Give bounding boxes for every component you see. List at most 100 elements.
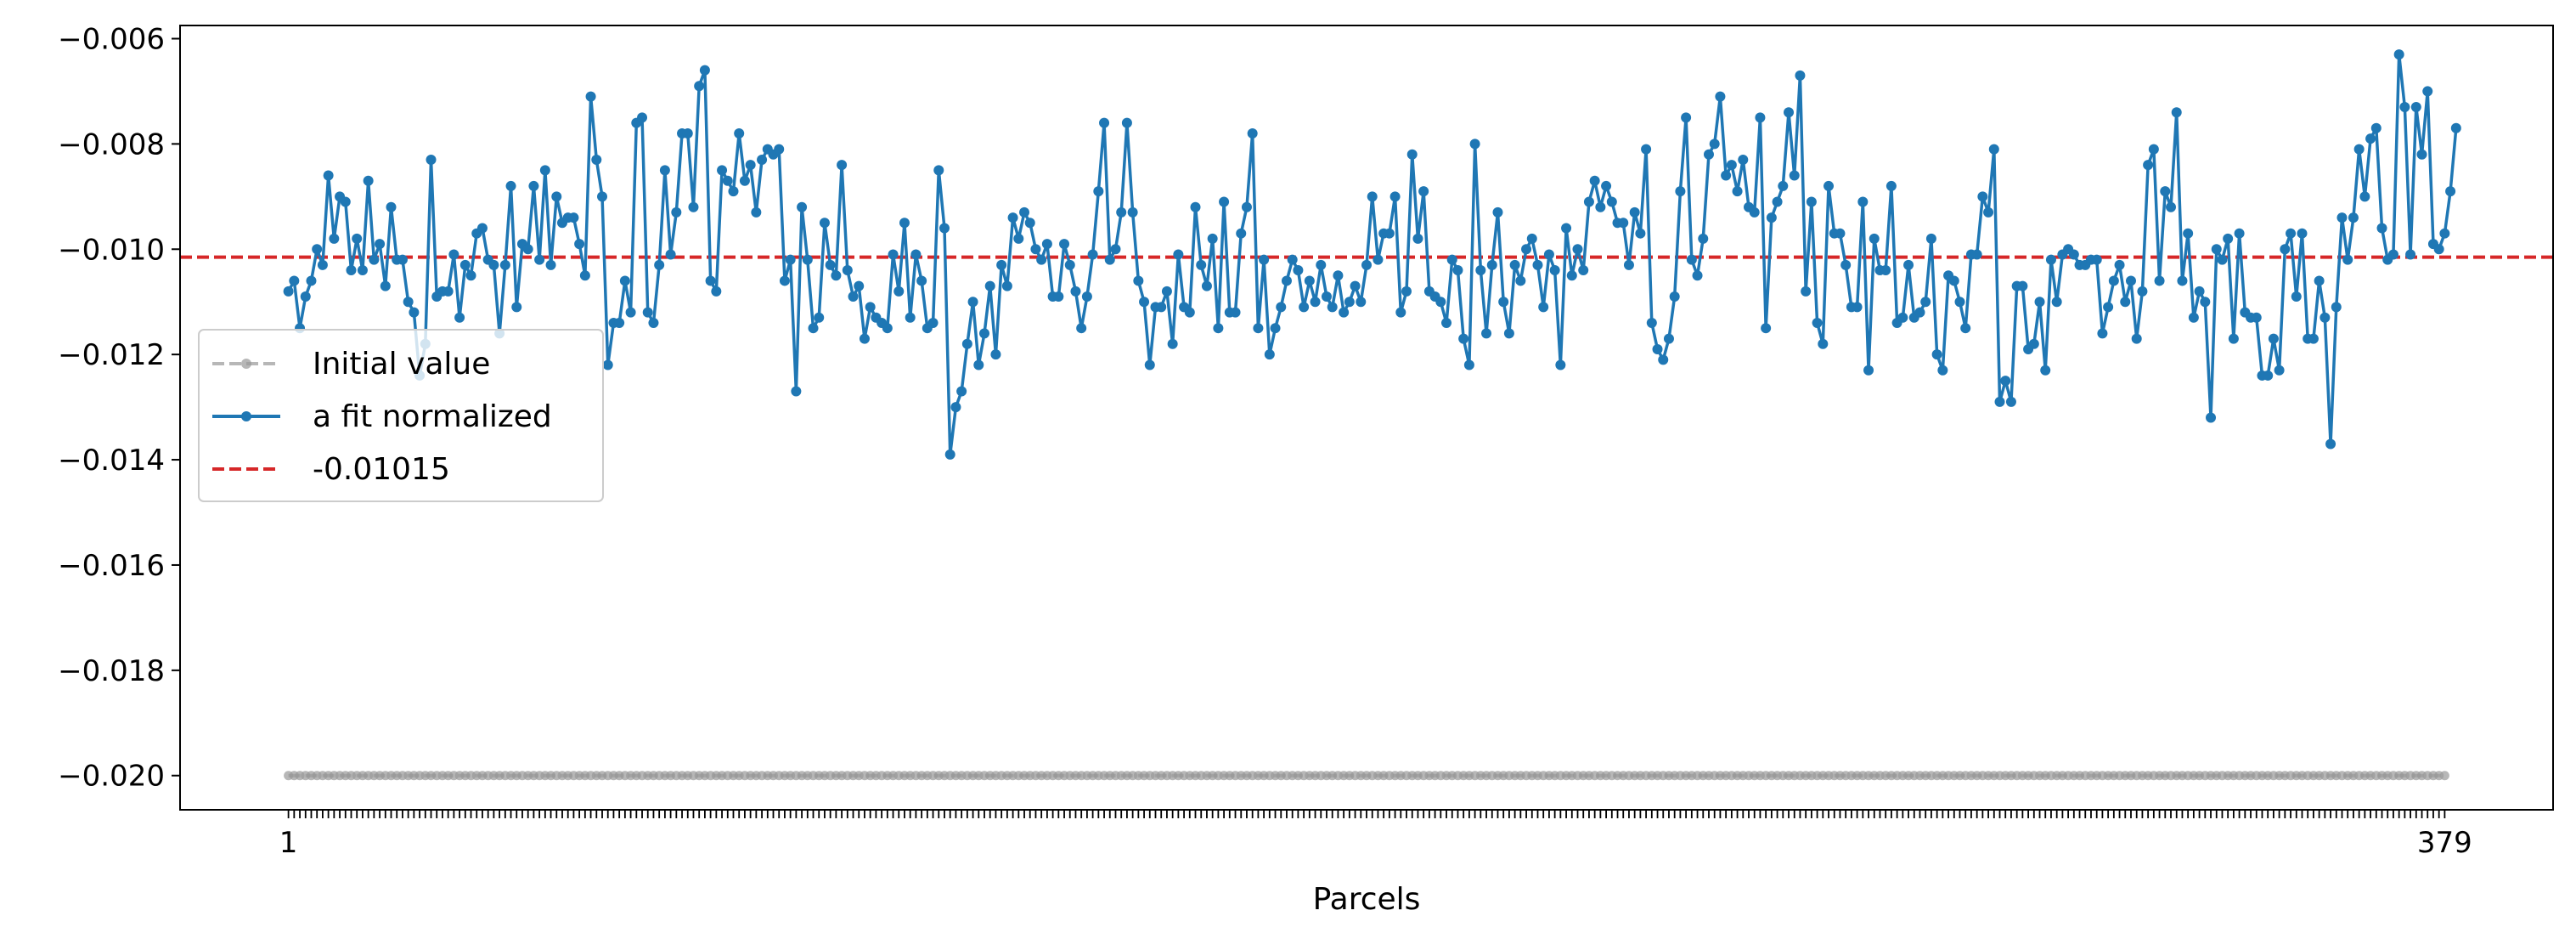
a-fit-normalized-point — [1344, 297, 1355, 308]
a-fit-normalized-point — [882, 323, 893, 334]
a-fit-normalized-point — [1406, 149, 1418, 160]
a-fit-normalized-point — [1161, 286, 1172, 297]
a-fit-normalized-point — [1925, 233, 1936, 244]
a-fit-normalized-point — [910, 249, 922, 260]
a-fit-normalized-point — [1110, 244, 1121, 255]
y-tick-label: −0.016 — [58, 549, 165, 583]
a-fit-normalized-point — [1264, 349, 1275, 360]
a-fit-normalized-point — [1669, 291, 1680, 303]
a-fit-normalized-point — [2263, 370, 2274, 381]
a-fit-normalized-point — [1515, 275, 1526, 286]
a-fit-normalized-point — [2120, 297, 2131, 308]
a-fit-normalized-point — [1041, 239, 1052, 250]
a-fit-normalized-point — [654, 259, 665, 270]
a-fit-normalized-point — [397, 254, 408, 265]
a-fit-normalized-point — [2177, 275, 2188, 286]
legend: Initial value a fit normalized -0.01015 — [198, 329, 604, 502]
legend-entry-a-fit-normalized: a fit normalized — [212, 399, 552, 434]
a-fit-normalized-point — [442, 286, 454, 297]
a-fit-normalized-point — [2410, 102, 2421, 113]
a-fit-normalized-point — [1675, 186, 1686, 197]
a-fit-normalized-point — [1566, 270, 1577, 281]
a-fit-normalized-point — [1435, 297, 1446, 308]
y-tick-label: −0.010 — [58, 233, 165, 267]
a-fit-normalized-point — [1703, 149, 1714, 160]
a-fit-normalized-point — [380, 280, 391, 291]
a-fit-normalized-point — [2325, 438, 2336, 450]
a-fit-normalized-point — [1395, 307, 1406, 318]
a-fit-normalized-point — [2433, 244, 2444, 255]
a-fit-normalized-point — [1339, 307, 1350, 318]
a-fit-normalized-point — [1526, 233, 1537, 244]
a-fit-normalized-point — [819, 218, 830, 229]
a-fit-normalized-point — [1116, 206, 1127, 218]
a-fit-normalized-point — [1361, 259, 1372, 270]
a-fit-normalized-point — [317, 259, 328, 270]
a-fit-normalized-point — [1897, 312, 1908, 323]
a-fit-normalized-point — [1064, 259, 1075, 270]
a-fit-normalized-point — [848, 291, 859, 303]
a-fit-normalized-point — [2217, 254, 2228, 265]
a-fit-normalized-point — [2297, 228, 2308, 239]
a-fit-normalized-point — [2422, 86, 2433, 97]
a-fit-normalized-point — [717, 165, 728, 176]
a-fit-normalized-point — [888, 249, 899, 260]
a-fit-normalized-point — [2040, 365, 2051, 376]
a-fit-normalized-point — [1236, 228, 1247, 239]
a-fit-normalized-point — [1869, 233, 1880, 244]
a-fit-normalized-point — [1230, 307, 1241, 318]
a-fit-normalized-point — [1840, 259, 1852, 270]
a-fit-normalized-point — [2206, 412, 2217, 423]
a-fit-normalized-point — [289, 275, 300, 286]
a-fit-normalized-point — [1920, 297, 1931, 308]
a-fit-normalized-point — [2450, 122, 2461, 133]
a-fit-normalized-point — [551, 191, 562, 202]
a-fit-normalized-point — [745, 160, 756, 171]
a-fit-normalized-point — [2125, 275, 2136, 286]
a-fit-normalized-point — [1572, 244, 1583, 255]
a-fit-normalized-point — [2376, 223, 2387, 234]
a-fit-normalized-point — [2148, 144, 2159, 155]
a-fit-normalized-point — [1207, 233, 1218, 244]
a-fit-normalized-point — [1755, 112, 1766, 123]
a-fit-normalized-point — [682, 127, 693, 139]
a-fit-normalized-point — [2143, 160, 2154, 171]
a-fit-normalized-point — [854, 280, 865, 291]
a-fit-normalized-point — [2228, 333, 2239, 344]
a-fit-normalized-point — [375, 239, 386, 250]
a-fit-normalized-point — [1492, 206, 1503, 218]
a-fit-normalized-point — [2274, 365, 2285, 376]
legend-label-initial-value: Initial value — [313, 347, 490, 382]
a-fit-normalized-point — [933, 165, 944, 176]
a-fit-normalized-point — [1538, 302, 1549, 313]
a-fit-normalized-point — [1059, 239, 1070, 250]
a-fit-normalized-point — [831, 270, 842, 281]
a-fit-normalized-point — [1270, 323, 1281, 334]
a-fit-normalized-point — [1715, 91, 1726, 102]
a-fit-normalized-point — [961, 338, 972, 349]
a-fit-normalized-point — [1304, 275, 1315, 286]
a-fit-normalized-point — [837, 160, 848, 171]
a-fit-normalized-point — [1087, 249, 1098, 260]
a-fit-normalized-point — [488, 259, 499, 270]
a-fit-normalized-point — [2028, 338, 2039, 349]
a-fit-normalized-point — [1321, 291, 1332, 303]
a-fit-normalized-point — [1503, 328, 1514, 339]
a-fit-normalized-point — [1001, 280, 1012, 291]
y-tick-label: −0.020 — [58, 760, 165, 794]
a-fit-normalized-point — [751, 206, 762, 218]
a-fit-normalized-point — [2194, 286, 2205, 297]
a-fit-normalized-point — [1977, 191, 1988, 202]
a-fit-normalized-point — [459, 259, 471, 270]
a-fit-normalized-point — [802, 254, 813, 265]
a-fit-normalized-point — [426, 154, 437, 165]
a-fit-normalized-point — [1036, 254, 1047, 265]
a-fit-normalized-point — [944, 449, 955, 460]
a-fit-normalized-point — [2251, 312, 2262, 323]
a-fit-normalized-point — [2171, 107, 2182, 118]
a-fit-normalized-point — [899, 218, 910, 229]
legend-entry-mean-line: -0.01015 — [212, 452, 450, 487]
a-fit-normalized-point — [1481, 328, 1492, 339]
a-fit-normalized-point — [1196, 259, 1207, 270]
